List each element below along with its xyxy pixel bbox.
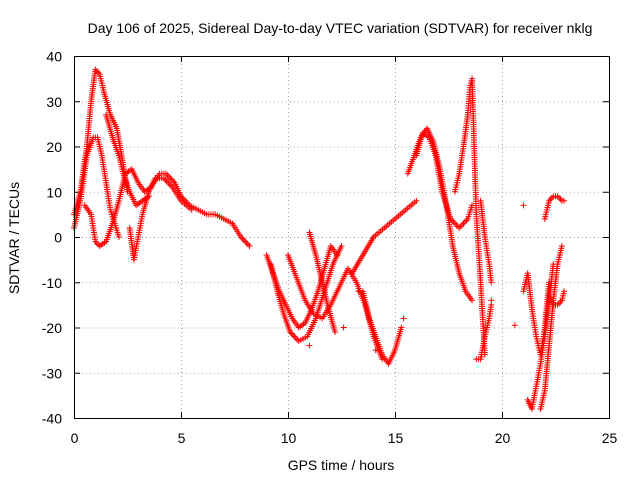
data-point-isolated (520, 202, 527, 209)
y-tick-label: 10 (46, 184, 62, 200)
data-point-arc-m (460, 220, 467, 227)
plot-frame (74, 56, 610, 419)
data-point-isolated (372, 347, 379, 354)
data-point-arc-t (557, 196, 564, 203)
x-tick-label: 5 (178, 430, 186, 446)
y-tick-label: 30 (46, 94, 62, 110)
x-axis-label: GPS time / hours (288, 457, 395, 473)
data-point-arc-c (243, 240, 250, 247)
data-point-arc-k (413, 197, 420, 204)
data-point-arc-c (240, 237, 247, 244)
data-point-arc-g (291, 333, 298, 340)
data-point-arc-j (398, 324, 405, 331)
y-tick-label: -20 (42, 320, 62, 336)
data-point-arc-i (332, 329, 339, 336)
data-point-arc-u (556, 300, 563, 307)
data-point-arc-c (245, 241, 252, 248)
data-point-isolated (488, 297, 495, 304)
data-point-arc-c (239, 235, 246, 242)
data-point-isolated (306, 342, 313, 349)
data-point-arc-b (115, 234, 122, 240)
data-point-arc-d (188, 206, 195, 213)
y-tick-label: 40 (46, 49, 62, 65)
data-point-arc-m (457, 223, 464, 230)
data-point-arc-m (450, 218, 457, 225)
data-point-arc-m (456, 224, 463, 231)
grid-lines (74, 56, 609, 418)
data-point-arc-t (561, 197, 568, 204)
data-point-arc-c (246, 243, 253, 250)
x-tick-label: 15 (388, 430, 404, 446)
data-point-arc-c (242, 238, 249, 245)
data-point-isolated (400, 315, 407, 322)
data-point-arc-l (469, 297, 476, 304)
x-tick-label: 10 (281, 430, 297, 446)
data-point-arc-m (451, 220, 458, 227)
data-point-arc-t (548, 194, 555, 201)
data-point-isolated (355, 288, 362, 295)
data-point-arc-m (453, 221, 460, 228)
data-marks (71, 66, 568, 412)
y-tick-label: -40 (42, 411, 62, 427)
data-point-arc-t (556, 194, 563, 201)
x-tick-label: 25 (602, 430, 618, 446)
data-point-arc-m (459, 221, 466, 228)
y-axis-label: SDTVAR / TECUs (6, 182, 22, 294)
data-point-isolated (511, 322, 518, 329)
x-tick-label: 0 (71, 430, 79, 446)
y-tick-label: -30 (42, 365, 62, 381)
chart-title: Day 106 of 2025, Sidereal Day-to-day VTE… (88, 20, 593, 36)
data-point-arc-p (488, 279, 495, 286)
data-point-arc-e (145, 193, 152, 200)
data-point-arc-s (558, 243, 565, 250)
data-point-isolated (340, 324, 347, 331)
x-tick-label: 20 (495, 430, 511, 446)
data-point-arc-u (561, 288, 568, 295)
y-tick-label: -10 (42, 275, 62, 291)
y-tick-label: 0 (54, 230, 62, 246)
y-tick-label: 20 (46, 139, 62, 155)
data-point-arc-g (338, 243, 345, 250)
data-point-arc-g (289, 332, 296, 339)
data-point-arc-m (461, 218, 468, 225)
